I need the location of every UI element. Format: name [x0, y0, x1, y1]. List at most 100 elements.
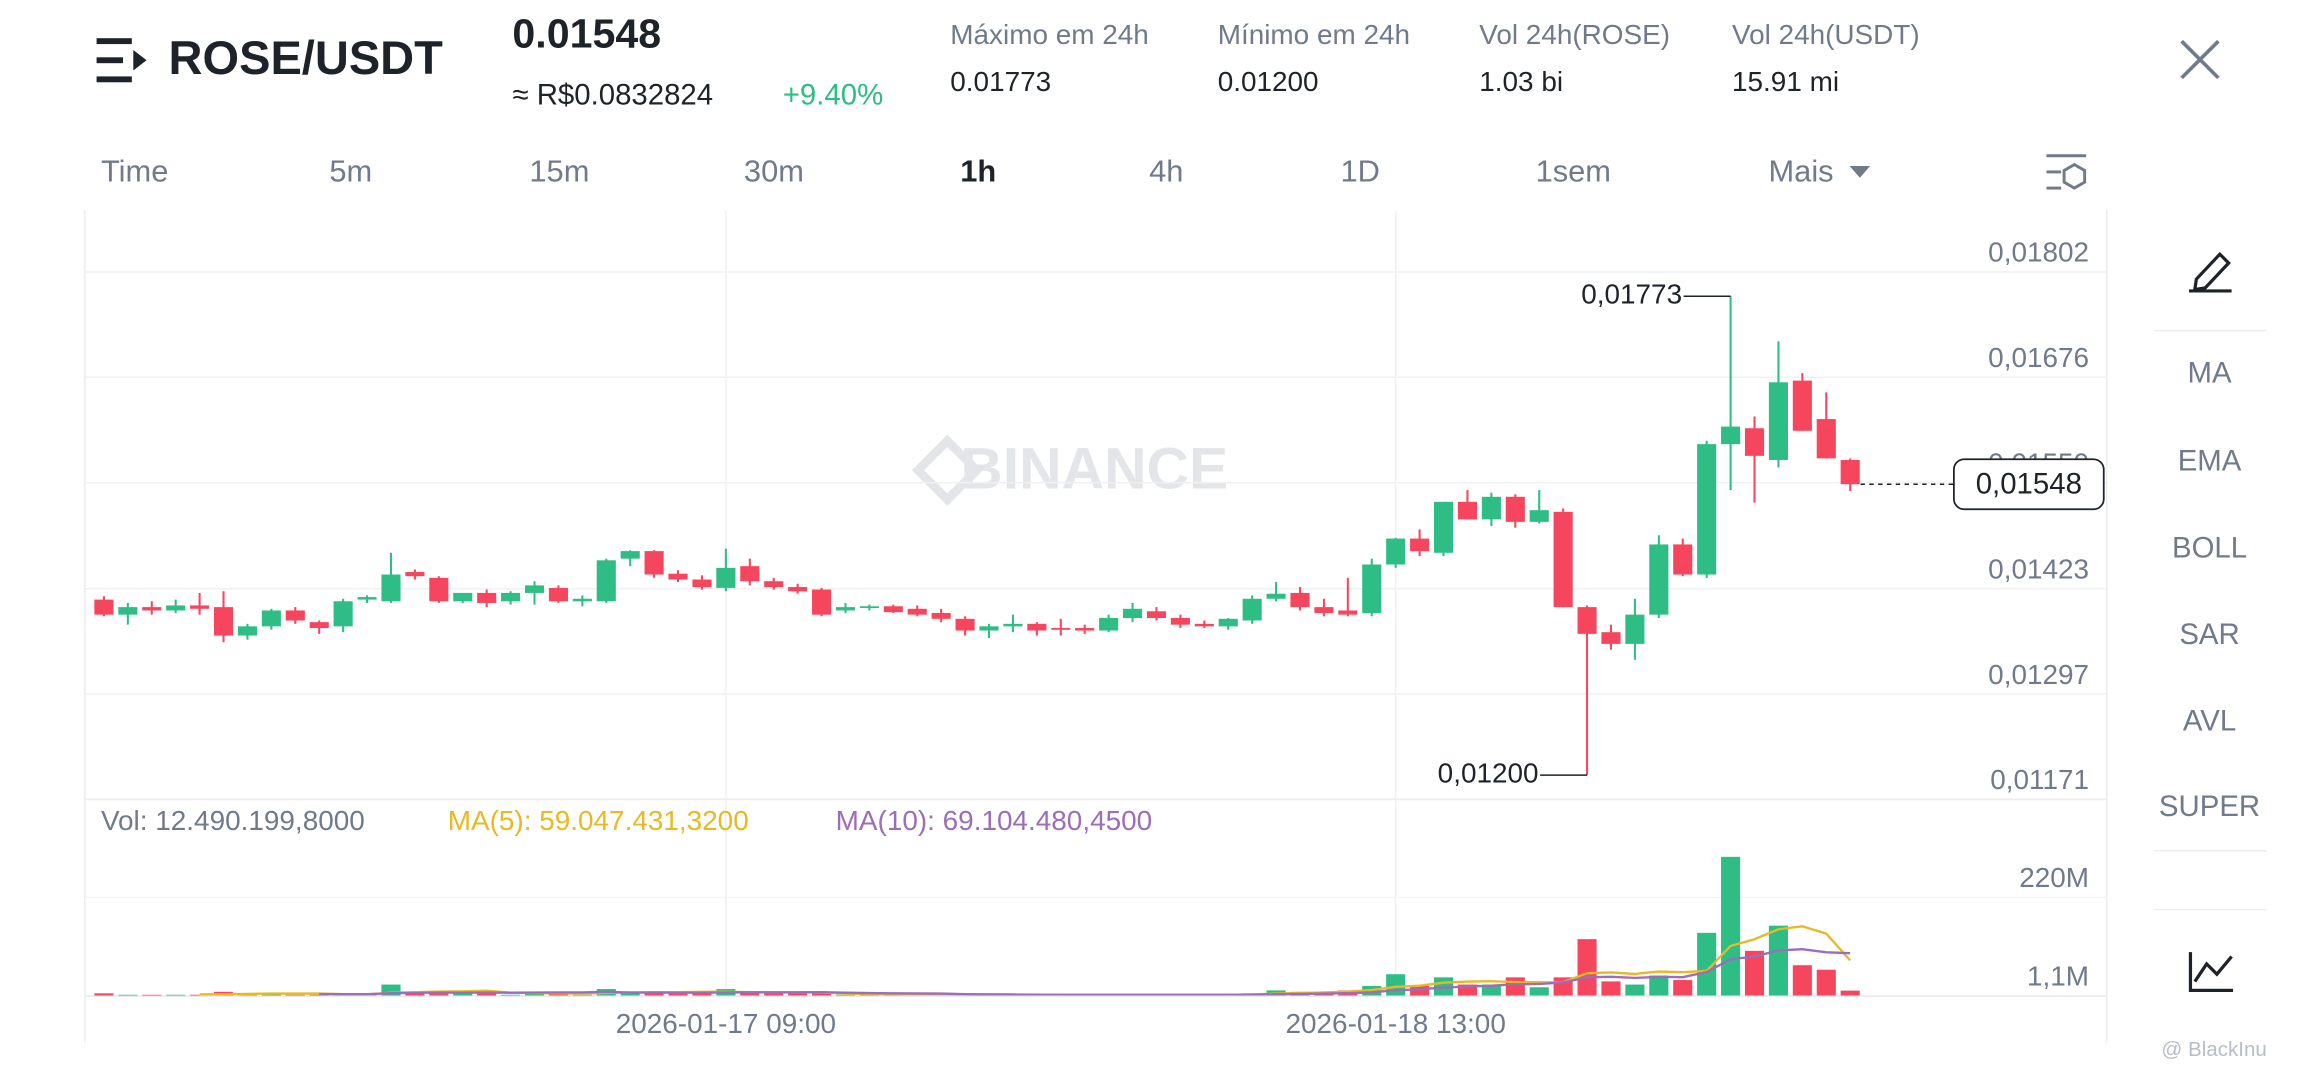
volume-bar: [812, 993, 832, 997]
candle-body: [1744, 428, 1765, 456]
icon-axis: [2188, 952, 2234, 992]
candle-body: [1362, 564, 1382, 613]
volume-bar: [405, 991, 425, 997]
candle-body: [812, 589, 832, 615]
candle-body: [764, 581, 784, 588]
icon-line: [2193, 955, 2233, 983]
candle-body: [1170, 617, 1190, 625]
candle-body: [1816, 419, 1836, 459]
indicator-button[interactable]: BOLL: [2172, 531, 2247, 564]
volume-bar: [118, 994, 138, 997]
volume-bar: [94, 993, 114, 997]
candle-body: [620, 551, 640, 559]
candle-body: [477, 592, 497, 603]
candle-body: [1792, 380, 1812, 431]
volume-bar: [524, 993, 545, 997]
candle-body: [692, 579, 712, 588]
candle-body: [740, 566, 760, 582]
candle-body: [1051, 628, 1071, 630]
settings-icon[interactable]: [2046, 154, 2087, 190]
x-tick-label: 2026-01-17 09:00: [616, 1008, 836, 1039]
volume-bar: [1386, 974, 1406, 997]
close-button[interactable]: [2180, 39, 2220, 80]
candle-body: [907, 608, 927, 615]
volume-bar: [1673, 980, 1693, 997]
volume-bar: [429, 991, 449, 997]
ma-line: [319, 948, 1851, 996]
menu-icon[interactable]: [96, 38, 147, 83]
candle-body: [285, 610, 305, 621]
pair[interactable]: ROSE/USDT: [169, 31, 444, 84]
x-tick-label: 2026-01-18 13:00: [1286, 1008, 1506, 1039]
y-tick-label: 0,01297: [1988, 659, 2089, 690]
indicator-button[interactable]: EMA: [2178, 445, 2242, 478]
stat-value: 0.01773: [950, 66, 1051, 97]
interval-tab[interactable]: 1h: [960, 154, 996, 189]
interval-tab[interactable]: 1sem: [1536, 154, 1611, 189]
candle-body: [955, 618, 975, 631]
volume-legend: MA(5): 59.047.431,3200: [448, 805, 749, 836]
candle-body: [1673, 544, 1693, 575]
volume-bar: [477, 991, 497, 997]
candle-body: [453, 592, 473, 602]
candle-body: [1553, 511, 1573, 608]
volume-bar: [1721, 856, 1741, 997]
watermark-logo: [911, 434, 983, 506]
interval-tab[interactable]: 1D: [1341, 154, 1380, 189]
indicator-button[interactable]: MA: [2188, 356, 2232, 389]
candle-body: [261, 610, 281, 627]
volume-bar: [1529, 987, 1549, 997]
candle-body: [1410, 538, 1430, 552]
candle-body: [596, 560, 616, 602]
change: +9.40%: [783, 79, 883, 112]
interval-tab[interactable]: 5m: [329, 154, 372, 189]
volume-bar: [501, 994, 521, 997]
stat-label: Máximo em 24h: [950, 19, 1149, 50]
draw-tool[interactable]: [2188, 251, 2232, 293]
volume-bar: [309, 994, 329, 997]
candle-body: [142, 607, 162, 611]
indicator-button[interactable]: AVL: [2183, 705, 2236, 738]
volume-bar: [1601, 981, 1621, 997]
volume-bar: [1410, 985, 1430, 997]
volume-bar: [333, 994, 353, 997]
volume-bar: [1505, 977, 1525, 997]
volume-bar: [381, 984, 401, 997]
volume-bar: [261, 993, 281, 997]
icon-hex: [2062, 162, 2087, 190]
indicator-button[interactable]: SUPER: [2159, 790, 2260, 823]
interval-tab[interactable]: Mais: [1768, 154, 1833, 189]
volume-bar: [1649, 975, 1669, 997]
interval-tab[interactable]: 30m: [744, 154, 804, 189]
volume-bar: [1625, 984, 1645, 997]
indicator-button[interactable]: SAR: [2179, 618, 2239, 651]
volume-bar: [835, 994, 856, 997]
last-price-box: [1952, 458, 2105, 511]
candle-body: [859, 606, 879, 609]
volume-bar: [166, 994, 186, 997]
candle-body: [1338, 610, 1358, 615]
volume-bar: [1697, 932, 1717, 997]
candle-body: [309, 622, 329, 629]
candle-body: [118, 607, 138, 615]
candle-body: [524, 585, 545, 593]
stat-label: Vol 24h(ROSE): [1479, 19, 1670, 50]
interval-tab[interactable]: 15m: [529, 154, 589, 189]
candle-body: [979, 626, 999, 631]
volume-bar: [1840, 990, 1860, 997]
y-tick-label: 1,1M: [2027, 960, 2089, 991]
stat-value: 15.91 mi: [1732, 66, 1839, 97]
candle-body: [405, 572, 425, 577]
candle-body: [1386, 538, 1406, 565]
interval-tab[interactable]: Time: [101, 154, 168, 189]
y-tick-label: 0,01423: [1988, 553, 2089, 584]
candle-body: [166, 605, 186, 611]
volume-bar: [740, 993, 760, 997]
candle-body: [883, 606, 903, 613]
interval-tab[interactable]: 4h: [1149, 154, 1183, 189]
chart-type-icon[interactable]: [2188, 952, 2234, 992]
candle-body: [237, 626, 257, 636]
menu-bar: [96, 76, 132, 83]
dropdown-arrow: [1849, 166, 1871, 178]
